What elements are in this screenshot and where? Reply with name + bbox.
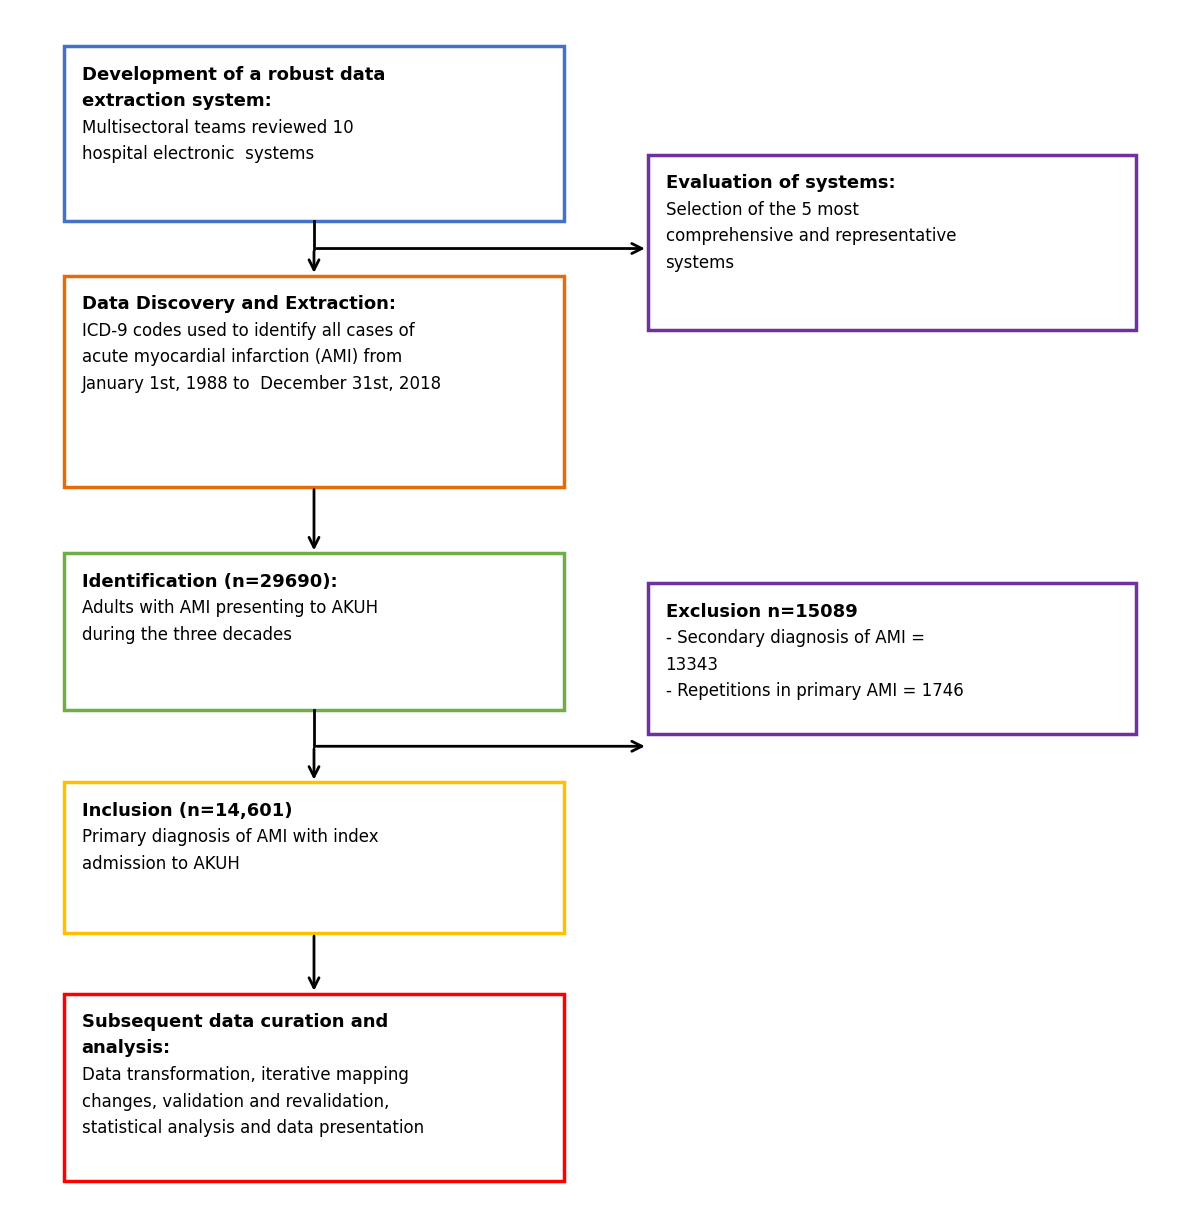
Text: 13343: 13343 (666, 656, 719, 674)
Bar (64, 553, 564, 710)
Text: Development of a robust data: Development of a robust data (82, 66, 385, 84)
Text: analysis:: analysis: (82, 1040, 170, 1057)
Bar (648, 156, 1136, 330)
Text: - Repetitions in primary AMI = 1746: - Repetitions in primary AMI = 1746 (666, 683, 964, 700)
Text: - Secondary diagnosis of AMI =: - Secondary diagnosis of AMI = (666, 629, 924, 648)
Text: Multisectoral teams reviewed 10: Multisectoral teams reviewed 10 (82, 119, 353, 137)
Text: admission to AKUH: admission to AKUH (82, 855, 240, 872)
Text: Inclusion (n=14,601): Inclusion (n=14,601) (82, 802, 292, 820)
Text: Primary diagnosis of AMI with index: Primary diagnosis of AMI with index (82, 829, 378, 847)
Text: changes, validation and revalidation,: changes, validation and revalidation, (82, 1092, 389, 1111)
Text: Subsequent data curation and: Subsequent data curation and (82, 1013, 388, 1032)
Bar (64, 276, 564, 487)
Text: Data transformation, iterative mapping: Data transformation, iterative mapping (82, 1066, 408, 1084)
Text: hospital electronic  systems: hospital electronic systems (82, 146, 314, 163)
Text: statistical analysis and data presentation: statistical analysis and data presentati… (82, 1119, 424, 1137)
Text: Adults with AMI presenting to AKUH: Adults with AMI presenting to AKUH (82, 599, 378, 617)
Text: systems: systems (666, 254, 734, 272)
Text: ICD-9 codes used to identify all cases of: ICD-9 codes used to identify all cases o… (82, 322, 414, 339)
Text: extraction system:: extraction system: (82, 92, 271, 111)
Text: comprehensive and representative: comprehensive and representative (666, 227, 956, 245)
Bar (648, 583, 1136, 734)
Text: Identification (n=29690):: Identification (n=29690): (82, 572, 337, 590)
Bar (64, 46, 564, 221)
Text: Data Discovery and Extraction:: Data Discovery and Extraction: (82, 295, 396, 313)
Bar (64, 994, 564, 1181)
Bar (64, 782, 564, 933)
Text: Selection of the 5 most: Selection of the 5 most (666, 200, 858, 219)
Text: Exclusion n=15089: Exclusion n=15089 (666, 603, 857, 621)
Text: Evaluation of systems:: Evaluation of systems: (666, 174, 895, 192)
Text: acute myocardial infarction (AMI) from: acute myocardial infarction (AMI) from (82, 347, 402, 366)
Text: January 1st, 1988 to  December 31st, 2018: January 1st, 1988 to December 31st, 2018 (82, 374, 442, 392)
Text: during the three decades: during the three decades (82, 626, 292, 644)
